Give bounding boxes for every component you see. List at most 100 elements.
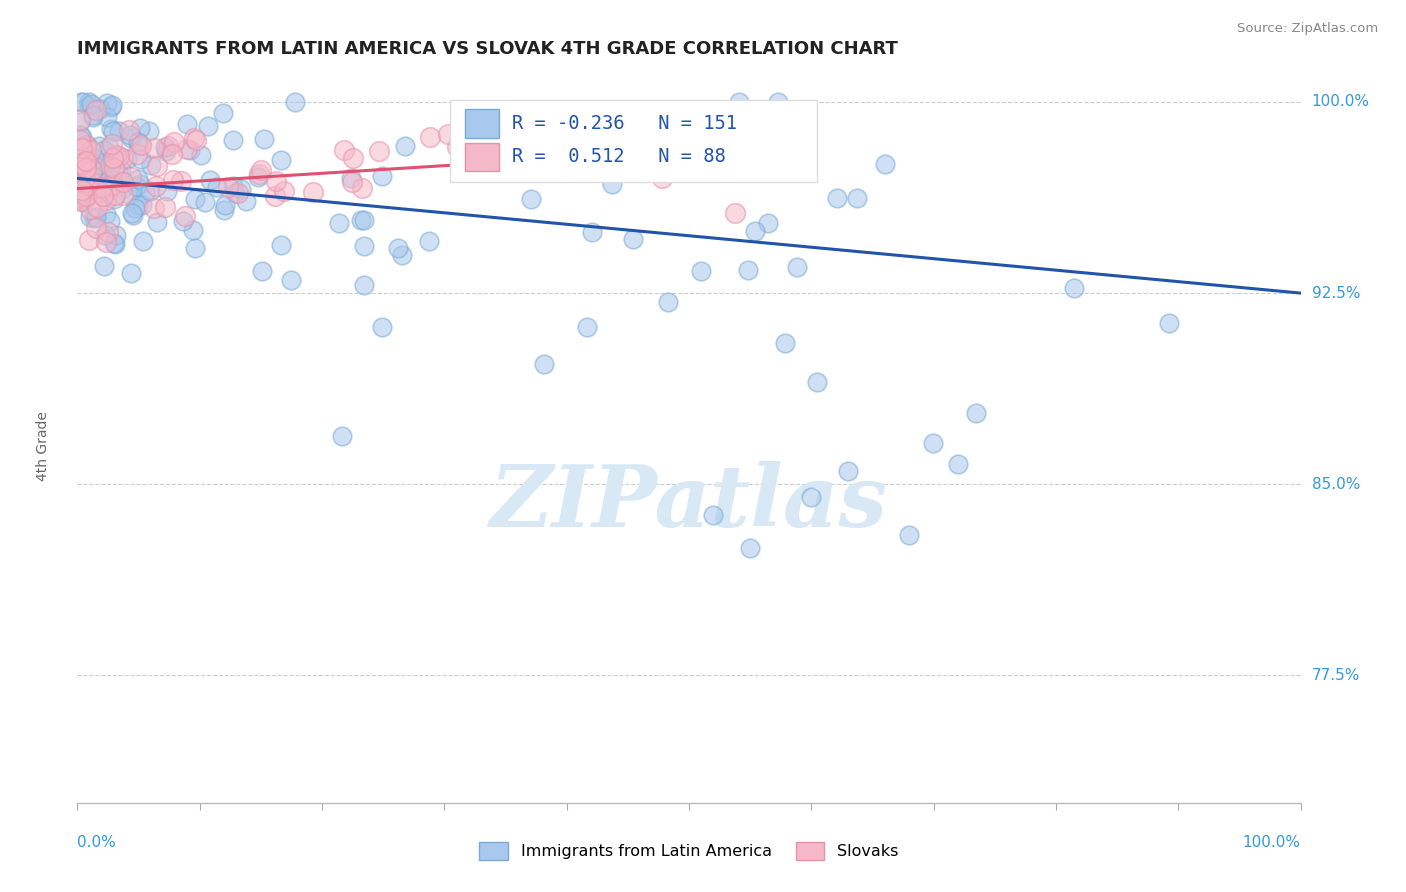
Point [250,263,273,277]
Point [70,183,93,197]
Point [162,173,184,187]
Text: IMMIGRANTS FROM LATIN AMERICA VS SLOVAK 4TH GRADE CORRELATION CHART: IMMIGRANTS FROM LATIN AMERICA VS SLOVAK … [77,40,898,58]
Point [86,200,108,214]
Point [79,211,101,225]
Point [129,152,152,166]
Point [94,235,117,249]
Point [89,103,111,117]
Point [418,234,440,248]
Point [101,151,124,165]
Point [94,206,117,220]
Point [235,194,257,208]
Point [75,164,97,178]
Point [82,108,104,122]
Point [100,100,122,114]
Point [766,95,789,109]
Point [69,194,91,208]
Point [87,139,110,153]
Point [436,127,458,141]
Point [198,173,221,187]
Point [117,123,139,137]
Point [82,149,104,163]
Point [183,131,205,145]
Point [353,213,375,227]
Text: 100.0%: 100.0% [1243,835,1301,850]
Point [184,192,207,206]
Point [353,239,375,253]
Point [120,130,142,145]
Point [368,144,391,158]
Point [756,216,779,230]
Text: 85.0%: 85.0% [1312,476,1360,491]
Point [194,195,217,210]
Point [533,357,555,371]
Point [70,168,93,182]
Point [350,181,373,195]
Point [702,508,724,522]
Point [128,137,150,152]
Point [69,177,91,191]
Point [96,167,118,181]
Point [69,192,91,206]
Point [965,406,987,420]
Legend: Immigrants from Latin America, Slovaks: Immigrants from Latin America, Slovaks [472,836,905,866]
Point [212,203,235,218]
Point [79,202,101,216]
Point [141,158,163,172]
Point [652,119,675,133]
Point [169,173,191,187]
Point [143,201,166,215]
Point [898,528,921,542]
Point [73,194,96,209]
Point [1157,316,1180,330]
Point [129,138,152,153]
Point [163,135,186,149]
Point [138,184,160,198]
Point [246,169,269,184]
Point [100,122,122,136]
Point [249,163,271,178]
Point [69,183,91,197]
Point [657,294,679,309]
Text: 4th Grade: 4th Grade [37,411,51,481]
Point [231,181,253,195]
Point [127,172,149,186]
Point [93,228,115,243]
Point [111,188,134,202]
Point [75,137,97,152]
Point [153,139,176,153]
Point [328,216,350,230]
Point [333,143,356,157]
Point [93,182,115,196]
Point [172,214,194,228]
Point [69,112,91,127]
Point [1063,281,1085,295]
FancyBboxPatch shape [450,100,817,182]
Point [121,206,143,220]
Point [103,124,125,138]
Point [520,192,543,206]
Point [75,153,97,168]
Point [90,180,112,194]
Point [142,141,165,155]
Point [69,190,91,204]
Point [419,129,441,144]
Point [103,153,125,168]
Point [183,241,205,255]
Point [263,189,285,203]
Point [103,236,125,251]
Point [744,224,766,238]
Point [301,185,323,199]
Point [160,147,183,161]
Point [77,95,100,109]
Point [825,191,848,205]
Point [82,110,104,124]
Point [602,177,624,191]
Point [124,202,146,216]
Point [96,110,118,124]
Point [120,266,142,280]
Point [157,139,180,153]
Point [131,198,153,212]
Point [728,95,751,110]
Point [120,170,142,185]
